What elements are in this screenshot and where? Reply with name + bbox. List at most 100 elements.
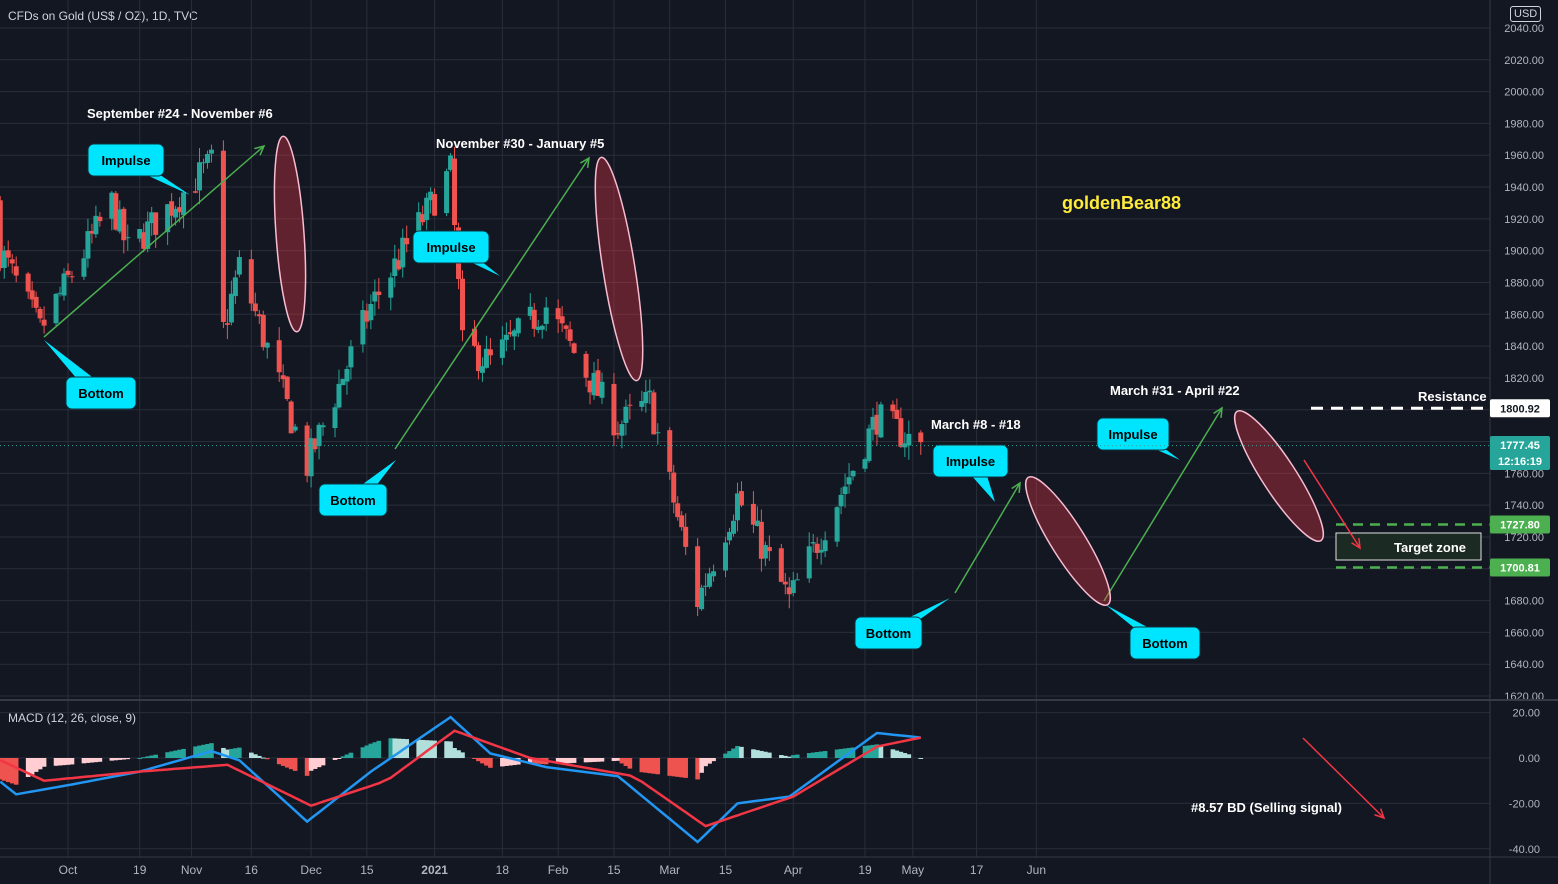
macd-histogram-bar (870, 744, 876, 758)
macd-histogram-bar (735, 746, 740, 758)
macd-histogram-bar (61, 758, 67, 766)
macd-histogram-bar (583, 758, 589, 763)
callout-box (1129, 626, 1201, 660)
callout-box (1096, 417, 1170, 451)
macd-histogram-bar (488, 758, 493, 768)
candle-body (898, 418, 904, 447)
y-tick-label: 1980.00 (1504, 118, 1544, 130)
candle-body (543, 307, 549, 324)
candle-body (639, 401, 645, 407)
macd-histogram-bar (759, 750, 764, 758)
candle-body (870, 416, 876, 430)
y-tick-label: 1680.00 (1504, 596, 1544, 608)
macd-histogram-bar (41, 758, 47, 767)
macd-y-tick-label: -40.00 (1509, 844, 1540, 856)
candle-body (220, 150, 226, 322)
candle-body (699, 587, 705, 610)
macd-histogram-bar (751, 749, 756, 758)
x-tick-label: Feb (548, 863, 569, 877)
macd-histogram-bar (197, 745, 202, 758)
candle-body (33, 296, 39, 308)
macd-histogram-bar (456, 750, 461, 758)
candle-body (587, 380, 593, 393)
candle-body (471, 328, 477, 346)
macd-histogram-bar (177, 749, 182, 758)
candle-body (679, 515, 685, 528)
callout-label: Impulse (426, 240, 475, 255)
y-tick-label: 1900.00 (1504, 246, 1544, 258)
callout-box (318, 483, 388, 517)
macd-histogram-bar (703, 758, 708, 767)
x-tick-label: 2021 (421, 863, 448, 877)
macd-histogram-bar (53, 758, 59, 766)
period-label-1: September #24 - November #6 (87, 106, 273, 121)
candle-body (228, 293, 234, 323)
candle-body (878, 404, 884, 438)
y-tick-label: 1820.00 (1504, 373, 1544, 385)
macd-histogram-bar (276, 758, 282, 765)
candle-body (503, 334, 509, 340)
macd-histogram-bar (141, 757, 147, 759)
x-tick-label: Apr (784, 863, 803, 877)
macd-histogram-bar (460, 752, 465, 758)
candle-body (810, 542, 816, 544)
candle-body (360, 310, 366, 345)
candle-body (312, 438, 318, 450)
macd-histogram-bar (336, 758, 342, 759)
currency-badge[interactable]: USD (1510, 6, 1542, 22)
macd-histogram-bar (512, 758, 517, 766)
candle-body (647, 390, 653, 393)
candle-body (61, 273, 67, 296)
candle-body (758, 521, 764, 559)
candle-body (738, 491, 744, 506)
macd-histogram-bar (424, 740, 429, 758)
impulse-arrow-head (580, 156, 590, 169)
macd-histogram-bar (320, 758, 326, 766)
macd-histogram-bar (559, 758, 565, 764)
macd-histogram-bar (288, 758, 294, 770)
candle-body (842, 486, 848, 495)
macd-histogram-bar (388, 738, 394, 758)
macd-histogram-bar (360, 747, 366, 758)
candle-body (89, 231, 95, 234)
candle-body (531, 309, 537, 329)
macd-histogram-bar (65, 758, 71, 765)
macd-histogram-bar (153, 754, 158, 758)
macd-histogram-bar (627, 758, 633, 769)
macd-histogram-bar (256, 755, 262, 758)
candle-body (448, 155, 454, 170)
macd-histogram-bar (113, 758, 119, 761)
candle-body (850, 470, 856, 477)
candle-body (475, 345, 481, 372)
candle-body (615, 433, 621, 435)
macd-histogram-bar (125, 758, 131, 760)
annotations: September #24 - November #6 November #30 … (0, 106, 1490, 820)
macd-histogram-bar (304, 758, 310, 776)
macd-histogram-bar (109, 758, 115, 761)
candle-body (25, 273, 31, 292)
candle-body (806, 546, 812, 579)
macd-histogram-bar (595, 758, 601, 762)
macd-histogram-bar (252, 754, 258, 758)
candle-body (479, 366, 485, 373)
candle-body (224, 323, 230, 325)
macd-histogram-bar (85, 758, 91, 763)
macd-histogram-bar (9, 758, 15, 784)
y-tick-label: 2040.00 (1504, 23, 1544, 35)
macd-histogram-bar (535, 758, 541, 764)
macd-histogram-bar (13, 758, 19, 785)
candle-body (69, 276, 75, 278)
macd-histogram-bar (249, 752, 254, 758)
macd-histogram-bar (838, 748, 844, 758)
chart-title: CFDs on Gold (US$ / OZ), 1D, TVC (8, 9, 198, 23)
candle-body (655, 432, 661, 434)
candle-body (165, 204, 171, 233)
callout-label: Bottom (866, 626, 912, 641)
candle-body (619, 424, 625, 436)
macd-projection-arrow-head (1374, 808, 1386, 820)
callout-label: Impulse (101, 153, 150, 168)
macd-histogram-bar (623, 758, 629, 766)
macd-histogram-bar (149, 755, 154, 758)
candle-body (627, 404, 633, 406)
